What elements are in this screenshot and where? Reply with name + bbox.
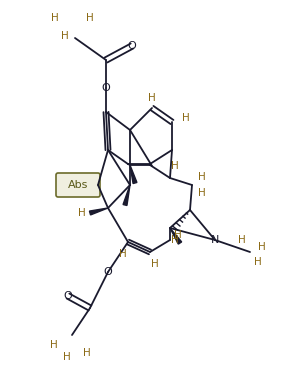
Text: O: O	[64, 291, 72, 301]
Polygon shape	[130, 165, 137, 184]
Text: N: N	[211, 235, 219, 245]
Polygon shape	[170, 228, 182, 244]
Text: H: H	[174, 230, 182, 240]
Text: O: O	[104, 267, 112, 277]
Text: H: H	[119, 249, 127, 259]
Text: H: H	[50, 340, 58, 350]
Text: H: H	[198, 172, 206, 182]
Text: H: H	[258, 242, 266, 252]
Text: H: H	[254, 257, 262, 267]
Text: H: H	[151, 259, 159, 269]
Text: O: O	[128, 41, 136, 51]
Text: H: H	[148, 93, 156, 103]
Text: H: H	[171, 235, 179, 245]
Text: H: H	[238, 235, 246, 245]
Polygon shape	[123, 185, 130, 206]
Text: H: H	[83, 348, 91, 358]
Text: O: O	[102, 83, 110, 93]
Text: H: H	[51, 13, 59, 23]
Text: H: H	[86, 13, 94, 23]
Text: H: H	[182, 113, 190, 123]
Polygon shape	[89, 208, 108, 215]
Text: H: H	[63, 352, 71, 362]
Text: H: H	[61, 31, 69, 41]
Text: H: H	[198, 188, 206, 198]
Text: H: H	[171, 161, 179, 171]
FancyBboxPatch shape	[56, 173, 100, 197]
Text: Abs: Abs	[68, 180, 88, 190]
Text: H: H	[78, 208, 86, 218]
